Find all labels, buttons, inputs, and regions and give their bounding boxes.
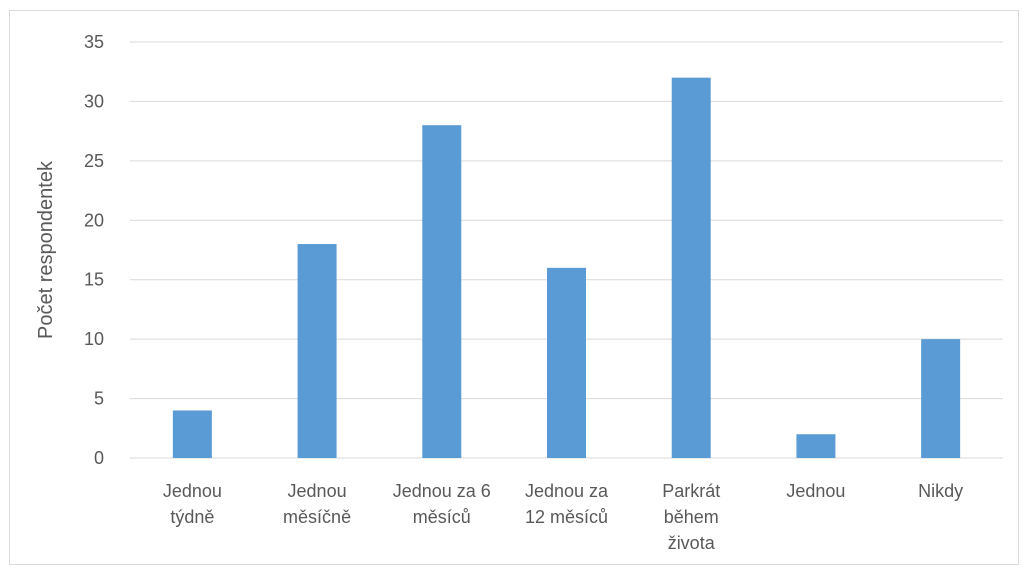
bar [921,339,961,458]
bar [172,410,212,458]
bar [796,434,836,458]
y-tick-label: 30 [84,91,104,111]
x-category-label: Jednou [786,481,845,501]
bar [671,77,711,459]
y-tick-label: 15 [84,270,104,290]
bar [297,244,337,458]
y-axis-title: Počet respondentek [35,160,57,339]
bar [422,125,462,458]
bars [172,77,961,459]
y-axis-ticks: 0 5 10 15 20 25 30 35 [84,32,104,468]
chart-frame [9,10,1019,565]
x-category-label: Parkrát během života [662,481,720,553]
y-tick-label: 10 [84,329,104,349]
x-category-label: Nikdy [918,481,963,501]
x-category-label: Jednou týdně [163,481,222,527]
y-tick-label: 0 [94,448,104,468]
x-category-label: Jednou za 12 měsíců [525,481,609,527]
x-category-label: Jednou za 6 měsíců [393,481,491,527]
y-tick-label: 35 [84,32,104,52]
y-tick-label: 20 [84,210,104,230]
x-axis-categories: Jednou týdně Jednou měsíčně Jednou za 6 měsíc… [163,481,963,553]
y-tick-label: 5 [94,389,104,409]
x-category-label: Jednou měsíčně [283,481,351,527]
y-tick-label: 25 [84,151,104,171]
bar [547,267,586,458]
